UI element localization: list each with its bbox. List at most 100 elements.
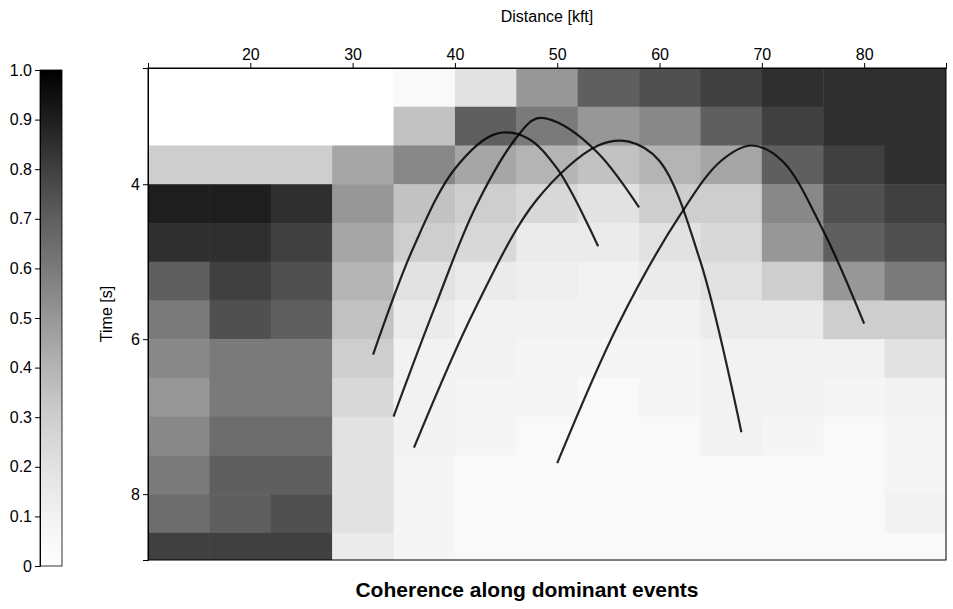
cell: [455, 223, 517, 262]
cell: [639, 107, 701, 146]
cell: [885, 68, 946, 107]
cell: [148, 300, 210, 339]
cell: [455, 455, 517, 494]
cell: [578, 455, 640, 494]
cell: [578, 68, 640, 107]
cell: [885, 223, 946, 262]
cell: [823, 300, 885, 339]
cell: [762, 107, 824, 146]
cell: [885, 145, 946, 184]
colorbar-tick-label: 0.3: [10, 409, 32, 426]
cell: [700, 107, 762, 146]
y-tick-label: 4: [131, 176, 140, 193]
y-tick-mark: [143, 494, 148, 495]
cell: [578, 223, 640, 262]
cell: [639, 68, 701, 107]
colorbar-tick-mark: [35, 169, 40, 170]
cell: [455, 533, 517, 560]
cell: [700, 223, 762, 262]
cell: [209, 107, 271, 146]
cell: [516, 378, 578, 417]
cell: [885, 262, 946, 301]
cell: [516, 339, 578, 378]
cell: [332, 145, 394, 184]
colorbar-tick-label: 0.8: [10, 161, 32, 178]
cell: [823, 184, 885, 223]
cell: [516, 494, 578, 533]
cell: [394, 107, 456, 146]
cell: [700, 68, 762, 107]
x-tick: 50: [549, 46, 567, 68]
x-tick-label: 20: [242, 46, 260, 63]
colorbar-tick-mark: [35, 566, 40, 567]
cell: [700, 494, 762, 533]
cell: [148, 417, 210, 456]
cell: [394, 262, 456, 301]
colorbar-axis-line: [35, 71, 41, 567]
x-tick-label: 80: [856, 46, 874, 63]
cell: [332, 455, 394, 494]
cell: [700, 533, 762, 560]
cell: [209, 378, 271, 417]
cell: [639, 455, 701, 494]
cell: [455, 262, 517, 301]
cell: [639, 417, 701, 456]
cell: [271, 223, 333, 262]
colorbar-tick: 0.5: [10, 310, 40, 327]
y-tick-mark: [143, 339, 148, 340]
cell: [516, 455, 578, 494]
cell: [271, 300, 333, 339]
cell: [332, 223, 394, 262]
cell: [823, 494, 885, 533]
cell: [148, 533, 210, 560]
cell: [209, 300, 271, 339]
cell: [209, 223, 271, 262]
cell: [271, 262, 333, 301]
cell: [762, 339, 824, 378]
cell: [455, 68, 517, 107]
cell: [762, 533, 824, 560]
x-tick-mark: [353, 63, 354, 68]
y-tick-mark: [143, 184, 148, 185]
cell: [823, 378, 885, 417]
cell: [455, 339, 517, 378]
cell: [578, 184, 640, 223]
cell: [271, 184, 333, 223]
cell: [394, 68, 456, 107]
colorbar-tick-label: 0.5: [10, 310, 32, 327]
colorbar-tick: 0.9: [10, 111, 40, 128]
cell: [332, 339, 394, 378]
x-tick-mark: [762, 63, 763, 68]
cell: [209, 533, 271, 560]
colorbar-tick: 0.1: [10, 508, 40, 525]
colorbar-tick-mark: [35, 120, 40, 121]
cell: [823, 455, 885, 494]
cell: [271, 339, 333, 378]
colorbar-tick-label: 0.1: [10, 508, 32, 525]
cell: [455, 107, 517, 146]
y-axis: 468: [131, 69, 148, 561]
cell: [639, 378, 701, 417]
cell: [455, 494, 517, 533]
cell: [148, 107, 210, 146]
cell: [394, 223, 456, 262]
cell: [148, 223, 210, 262]
y-axis-line: [143, 69, 149, 561]
x-tick: 60: [651, 46, 669, 68]
colorbar-tick: 0: [23, 558, 40, 575]
cell: [394, 455, 456, 494]
cells: [148, 68, 946, 560]
cell: [762, 300, 824, 339]
cell: [332, 184, 394, 223]
cell: [394, 378, 456, 417]
y-tick: 8: [131, 486, 148, 503]
y-tick: 4: [131, 176, 148, 193]
colorbar-tick-mark: [35, 268, 40, 269]
event-line: [394, 118, 640, 417]
colorbar: [40, 70, 62, 566]
cell: [516, 184, 578, 223]
colorbar-tick: 1.0: [10, 62, 40, 79]
cell: [209, 455, 271, 494]
cell: [885, 378, 946, 417]
cell: [455, 378, 517, 417]
